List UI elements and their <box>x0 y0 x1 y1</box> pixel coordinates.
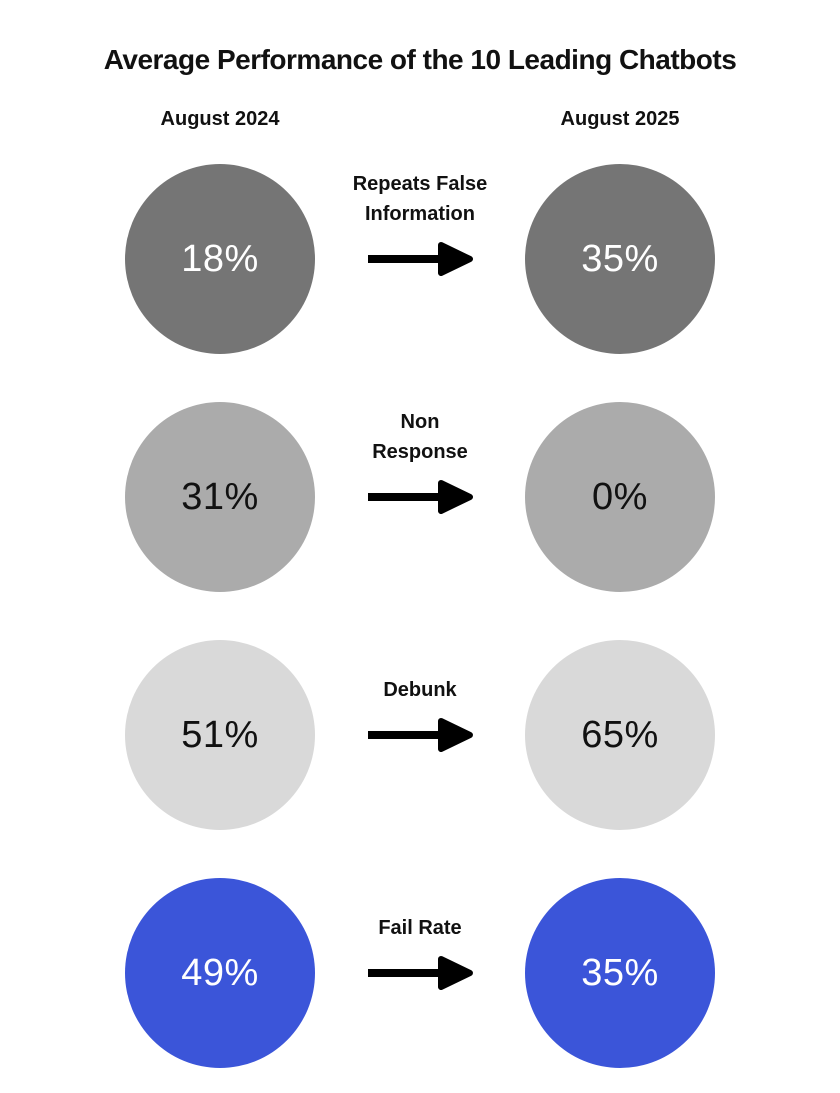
circle-aug-2024: 51% <box>125 640 315 830</box>
row-middle: Fail Rate <box>315 878 525 1068</box>
metric-label-line2: Response <box>372 441 468 463</box>
metric-row-debunk: 51% Debunk 65% <box>0 640 840 830</box>
value-aug-2025: 0% <box>592 475 648 518</box>
value-aug-2025: 35% <box>581 951 659 994</box>
circle-aug-2024: 31% <box>125 402 315 592</box>
circle-aug-2025: 65% <box>525 640 715 830</box>
value-aug-2024: 49% <box>181 951 259 994</box>
metric-label-line2: Information <box>365 203 475 225</box>
row-middle: Debunk <box>315 640 525 830</box>
column-headers: August 2024 August 2025 <box>0 108 840 131</box>
metric-label-line1: Fail Rate <box>378 917 462 939</box>
metric-row-repeats-false-information: 18% Repeats False Information 35% <box>0 164 840 354</box>
circle-aug-2025: 35% <box>525 164 715 354</box>
circle-aug-2024: 18% <box>125 164 315 354</box>
arrow-right-icon <box>364 239 476 279</box>
metric-row-fail-rate: 49% Fail Rate 35% <box>0 878 840 1068</box>
metric-label: Debunk <box>315 675 525 705</box>
arrow-right-icon <box>364 953 476 993</box>
arrow-right-icon <box>364 715 476 755</box>
row-middle: Non Response <box>315 402 525 592</box>
circle-aug-2025: 35% <box>525 878 715 1068</box>
circle-aug-2025: 0% <box>525 402 715 592</box>
circle-aug-2024: 49% <box>125 878 315 1068</box>
arrow-right-icon <box>364 477 476 517</box>
metric-label: Fail Rate <box>315 913 525 943</box>
metric-label-line1: Repeats False <box>352 173 488 195</box>
value-aug-2024: 18% <box>181 237 259 280</box>
metric-label-line1: Debunk <box>383 679 457 701</box>
metric-row-non-response: 31% Non Response 0% <box>0 402 840 592</box>
column-header-aug-2025: August 2025 <box>560 108 680 130</box>
value-aug-2024: 31% <box>181 475 259 518</box>
page-title: Average Performance of the 10 Leading Ch… <box>103 44 737 75</box>
row-middle: Repeats False Information <box>315 164 525 354</box>
metric-label: Non Response <box>315 407 525 467</box>
value-aug-2024: 51% <box>181 713 259 756</box>
column-header-aug-2024: August 2024 <box>160 108 280 130</box>
metric-label: Repeats False Information <box>315 169 525 229</box>
value-aug-2025: 65% <box>581 713 659 756</box>
metric-label-line1: Non <box>400 411 440 433</box>
value-aug-2025: 35% <box>581 237 659 280</box>
